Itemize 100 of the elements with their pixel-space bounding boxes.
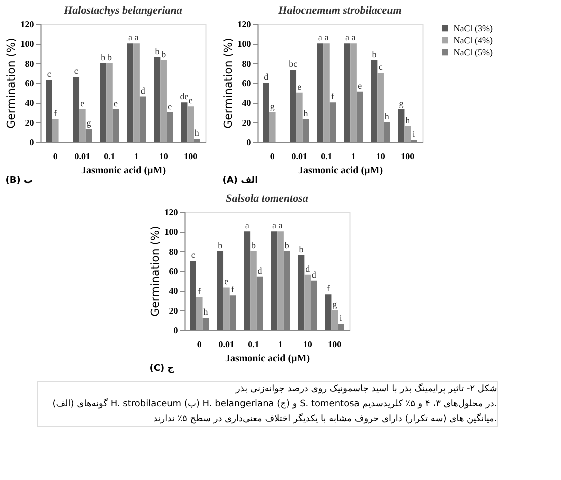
y-axis-title: Germination (%) xyxy=(4,38,18,129)
y-tick-label: 40 xyxy=(169,286,179,296)
bar xyxy=(190,261,196,330)
data-label: e xyxy=(358,80,362,91)
y-tick-label: 80 xyxy=(242,58,252,69)
y-tick-label: 60 xyxy=(25,78,35,88)
data-label: c xyxy=(47,69,52,80)
data-label: a xyxy=(318,32,322,43)
legend-label: NaCl (4%) xyxy=(454,36,493,46)
bar xyxy=(224,288,230,330)
data-label: b xyxy=(284,240,290,250)
text: شکل ۲- تاثیر پرایمینگ بذر با اسید جاسمونیک روی درصد جوانه‌زنی بذر xyxy=(235,382,498,394)
data-label: g xyxy=(270,102,276,112)
data-label: b xyxy=(107,52,112,62)
data-label: bc xyxy=(289,59,298,70)
bar xyxy=(46,80,52,142)
data-label: h xyxy=(194,128,200,138)
y-tick-label: 80 xyxy=(25,58,35,69)
legend-label: NaCl (5%) xyxy=(454,48,493,58)
legend-label: NaCl (3%) xyxy=(454,24,493,34)
bar xyxy=(52,119,59,142)
data-label: e xyxy=(188,96,193,106)
data-label: b xyxy=(372,49,378,60)
bar xyxy=(217,251,224,330)
data-label: b xyxy=(251,240,256,250)
y-tick-label: 120 xyxy=(20,20,35,30)
data-label: de xyxy=(180,92,189,102)
y-tick-label: 0 xyxy=(174,326,179,336)
x-tick-label: 100 xyxy=(401,152,416,162)
bar xyxy=(188,106,194,142)
y-tick-label: 40 xyxy=(242,98,252,108)
y-tick-label: 100 xyxy=(164,227,179,238)
data-label: i xyxy=(412,129,416,140)
data-label: f xyxy=(54,108,58,118)
bar xyxy=(317,44,324,142)
data-label: a xyxy=(352,32,356,43)
bar xyxy=(298,255,305,330)
data-label: h xyxy=(204,307,209,318)
y-tick-label: 120 xyxy=(238,20,252,30)
data-label: d xyxy=(306,264,311,274)
bar xyxy=(154,57,161,142)
x-tick-label: 10 xyxy=(376,152,386,162)
data-label: e xyxy=(80,98,85,109)
bar xyxy=(181,102,188,142)
data-label: b xyxy=(162,49,167,60)
data-label: g xyxy=(399,98,404,109)
data-label: g xyxy=(86,118,92,128)
x-tick-label: 0.1 xyxy=(321,152,333,162)
bar xyxy=(378,73,384,142)
bar xyxy=(344,44,351,142)
text: (B) ب xyxy=(6,176,34,186)
y-tick-label: 40 xyxy=(25,98,35,108)
x-tick-label: 1 xyxy=(278,340,284,350)
bar xyxy=(127,44,134,142)
x-tick-label: 100 xyxy=(184,152,198,162)
y-tick-label: 0 xyxy=(246,138,252,148)
bar xyxy=(325,294,332,330)
y-tick-label: 20 xyxy=(169,306,179,316)
x-tick-label: 10 xyxy=(159,152,169,162)
data-label: g xyxy=(332,299,338,310)
x-axis-title: Jasmonic acid (µM) xyxy=(81,166,166,176)
x-tick-label: 0 xyxy=(197,340,202,350)
bar xyxy=(80,110,86,142)
y-tick-label: 20 xyxy=(25,118,35,128)
data-label: a xyxy=(128,32,132,43)
y-tick-label: 0 xyxy=(30,138,35,148)
data-label: a xyxy=(272,220,276,231)
chart-title: Halocnemum strobilaceum xyxy=(278,5,402,17)
x-tick-label: 0 xyxy=(53,152,58,162)
bar xyxy=(73,77,80,142)
data-label: f xyxy=(327,284,330,294)
bar xyxy=(350,44,357,142)
data-label: e xyxy=(224,276,229,287)
y-axis-title: Germination (%) xyxy=(148,226,162,317)
data-label: e xyxy=(114,98,118,109)
data-label: b xyxy=(299,244,304,254)
bar xyxy=(196,298,203,330)
bar xyxy=(278,232,284,330)
x-tick-label: 1 xyxy=(352,152,357,162)
x-tick-label: 0.01 xyxy=(218,340,236,350)
data-label: a xyxy=(278,220,283,231)
data-label: c xyxy=(191,250,196,260)
chart-title: Salsola tomentosa xyxy=(226,193,309,205)
bar xyxy=(250,251,257,330)
x-tick-label: 0.01 xyxy=(74,152,92,162)
x-tick-label: 0.1 xyxy=(248,340,260,350)
bar xyxy=(332,310,338,330)
x-axis-title: Jasmonic acid (µM) xyxy=(298,166,384,176)
bar xyxy=(269,112,276,142)
bar xyxy=(134,44,140,142)
data-label: f xyxy=(231,284,234,295)
bar xyxy=(304,274,311,330)
bar xyxy=(100,63,107,142)
bar xyxy=(371,60,378,142)
data-label: c xyxy=(378,62,383,72)
bar xyxy=(290,70,297,142)
y-tick-label: 80 xyxy=(169,246,179,257)
bar xyxy=(398,110,405,142)
data-label: d xyxy=(140,86,146,96)
x-tick-label: 1 xyxy=(134,152,140,162)
